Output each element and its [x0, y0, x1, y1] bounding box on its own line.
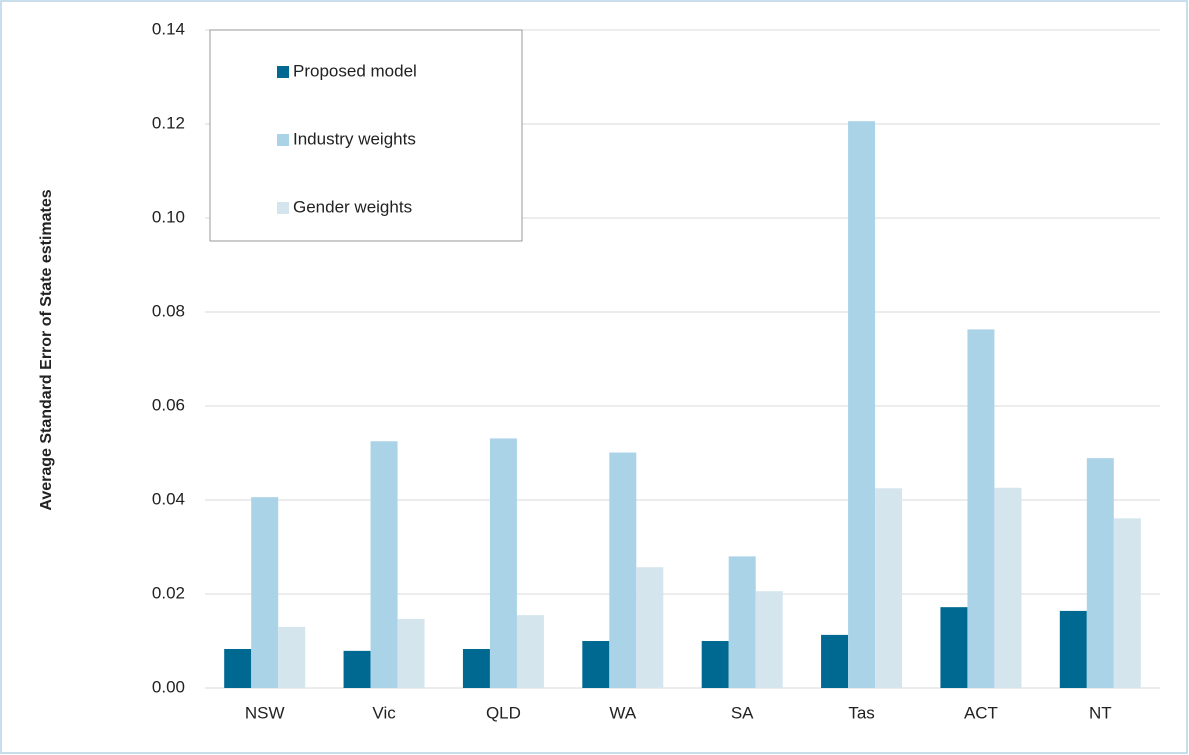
legend-swatch: [277, 66, 289, 78]
x-tick-label: WA: [609, 703, 636, 722]
x-tick-label: QLD: [486, 703, 521, 722]
bar: [251, 497, 279, 688]
x-tick-label: Vic: [372, 703, 396, 722]
y-tick-label: 0.00: [152, 677, 185, 696]
bar: [1059, 610, 1087, 688]
y-tick-label: 0.14: [152, 19, 185, 38]
legend-box: [209, 29, 523, 242]
bar: [1113, 518, 1141, 688]
legend-swatch: [277, 202, 289, 214]
bar: [848, 121, 876, 689]
bar: [516, 615, 544, 688]
legend-swatch: [277, 134, 289, 146]
bar: [609, 452, 637, 688]
legend-label: Gender weights: [293, 197, 412, 216]
x-tick-label: Tas: [848, 703, 874, 722]
bar: [489, 438, 517, 688]
y-tick-label: 0.06: [152, 395, 185, 414]
y-tick-label: 0.02: [152, 583, 185, 602]
bar: [755, 591, 783, 688]
bar: [940, 607, 968, 688]
bar: [462, 648, 490, 688]
y-axis-label: Average Standard Error of State estimate…: [38, 189, 55, 510]
bar: [1086, 458, 1114, 688]
y-tick-label: 0.08: [152, 301, 185, 320]
y-tick-label: 0.10: [152, 207, 185, 226]
bar: [224, 648, 252, 688]
bar: [875, 488, 903, 688]
bar: [728, 556, 756, 688]
bar: [278, 626, 306, 688]
x-tick-label: NT: [1089, 703, 1112, 722]
y-tick-label: 0.12: [152, 113, 185, 132]
x-tick-label: NSW: [245, 703, 285, 722]
bar: [701, 641, 729, 688]
bar: [821, 634, 849, 688]
bar: [994, 487, 1022, 688]
y-tick-label: 0.04: [152, 489, 185, 508]
x-tick-label: ACT: [964, 703, 998, 722]
legend-label: Industry weights: [293, 129, 416, 148]
bar: [636, 567, 664, 688]
legend-label: Proposed model: [293, 61, 417, 80]
bar: [582, 641, 610, 688]
bar: [967, 329, 995, 688]
bar: [397, 618, 425, 688]
bar: [370, 441, 398, 688]
x-tick-label: SA: [731, 703, 754, 722]
bar: [343, 650, 371, 688]
